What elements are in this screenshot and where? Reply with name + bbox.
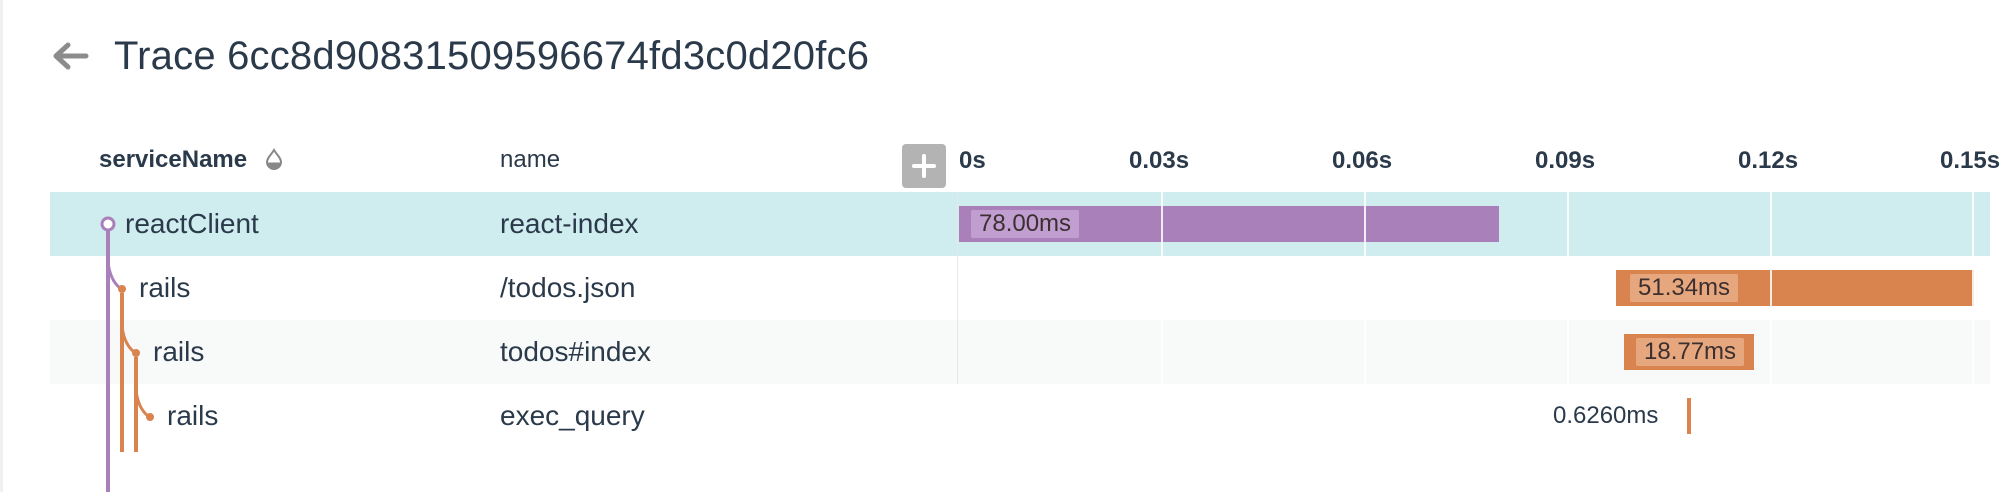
span-bar[interactable]: 51.34ms (1616, 270, 1974, 306)
timeline-gridline (1972, 192, 1974, 384)
tree-line (134, 389, 149, 418)
page-left-border (0, 0, 3, 492)
timeline-tick-1: 0.03s (1129, 147, 1190, 174)
span-name-cell: todos#index (500, 336, 652, 367)
tree-node (146, 413, 154, 421)
table-row[interactable]: rails exec_query 0.6260ms (50, 384, 1990, 448)
tree-node (118, 285, 126, 293)
timeline-tick-2: 0.06s (1332, 147, 1393, 174)
arrow-left-icon[interactable] (50, 36, 90, 76)
timeline-gridline (1364, 192, 1366, 384)
service-name-cell: rails (153, 336, 205, 367)
span-tree-connectors (100, 216, 154, 492)
plus-icon (912, 154, 936, 178)
service-name-cell: rails (139, 272, 191, 303)
table-header: serviceName name 0s 0.03s 0.06s 0.09s 0.… (50, 130, 2000, 190)
tree-line (106, 261, 121, 290)
timeline-start-line (957, 192, 958, 384)
timeline-tick-4: 0.12s (1738, 147, 1799, 174)
span-bar[interactable] (1687, 398, 1691, 434)
service-name-cell: rails (167, 400, 219, 431)
trace-header: Trace 6cc8d90831509596674fd3c0d20fc6 (50, 30, 869, 82)
table-row[interactable]: rails /todos.json 51.34ms (50, 256, 1990, 320)
sort-drop-icon[interactable] (263, 148, 285, 170)
page-title: Trace 6cc8d90831509596674fd3c0d20fc6 (114, 33, 870, 78)
span-name-cell: /todos.json (500, 272, 636, 303)
timeline-gridline (1161, 192, 1163, 384)
trace-table: serviceName name 0s 0.03s 0.06s 0.09s 0.… (50, 130, 2000, 492)
tree-node (132, 349, 140, 357)
span-name-cell: exec_query (500, 400, 645, 431)
span-bar[interactable]: 78.00ms (959, 206, 1499, 242)
timeline-tick-3: 0.09s (1535, 147, 1596, 174)
timeline-tick-0: 0s (959, 147, 986, 174)
column-header-service-name[interactable]: serviceName (99, 146, 248, 173)
span-duration-label: 51.34ms (1630, 274, 1739, 302)
tree-line (120, 325, 135, 354)
table-row[interactable]: reactClient react-index 78.00ms (50, 192, 1990, 256)
service-name-cell: reactClient (125, 208, 259, 239)
span-duration-label: 0.6260ms (1553, 402, 1659, 429)
span-name-cell: react-index (500, 208, 639, 239)
span-bar[interactable]: 18.77ms (1624, 334, 1754, 370)
column-header-name[interactable]: name (500, 146, 561, 173)
span-duration-label: 18.77ms (1636, 338, 1745, 366)
table-row[interactable]: rails todos#index 18.77ms (50, 320, 1990, 384)
expand-all-button[interactable] (902, 144, 946, 188)
span-duration-label: 78.00ms (971, 210, 1080, 238)
tree-node-root (100, 216, 116, 232)
timeline-gridline (1567, 192, 1569, 384)
timeline-gridline (1770, 192, 1772, 384)
timeline-tick-5: 0.15s (1940, 147, 2001, 174)
